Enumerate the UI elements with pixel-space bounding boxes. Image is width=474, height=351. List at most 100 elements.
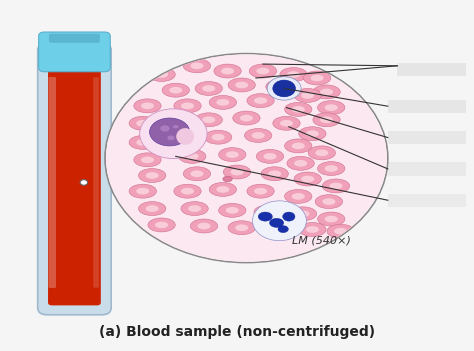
FancyBboxPatch shape <box>38 32 110 72</box>
Ellipse shape <box>315 150 328 156</box>
Ellipse shape <box>270 218 283 227</box>
Ellipse shape <box>173 125 179 128</box>
Ellipse shape <box>289 207 317 221</box>
Ellipse shape <box>306 130 319 137</box>
Ellipse shape <box>167 134 194 148</box>
Circle shape <box>105 54 388 263</box>
Ellipse shape <box>188 205 201 212</box>
Ellipse shape <box>191 219 218 233</box>
Ellipse shape <box>318 101 345 114</box>
Ellipse shape <box>322 179 350 193</box>
Ellipse shape <box>325 165 338 172</box>
Ellipse shape <box>195 113 222 127</box>
FancyBboxPatch shape <box>388 131 465 144</box>
Ellipse shape <box>136 139 149 146</box>
Ellipse shape <box>129 116 156 130</box>
Ellipse shape <box>155 71 168 78</box>
Ellipse shape <box>320 117 333 123</box>
Ellipse shape <box>284 190 312 203</box>
Ellipse shape <box>273 116 300 130</box>
Ellipse shape <box>322 198 336 205</box>
Ellipse shape <box>273 83 286 90</box>
Ellipse shape <box>230 169 244 176</box>
Ellipse shape <box>235 224 248 231</box>
Ellipse shape <box>299 127 326 141</box>
Ellipse shape <box>134 99 161 113</box>
Ellipse shape <box>266 223 293 237</box>
Ellipse shape <box>138 168 166 183</box>
Ellipse shape <box>253 201 306 241</box>
Ellipse shape <box>256 150 283 163</box>
Ellipse shape <box>204 130 232 144</box>
Ellipse shape <box>294 172 321 186</box>
Ellipse shape <box>146 205 159 212</box>
Ellipse shape <box>313 85 340 99</box>
FancyBboxPatch shape <box>388 162 465 176</box>
Ellipse shape <box>249 64 277 78</box>
Ellipse shape <box>191 171 203 177</box>
Ellipse shape <box>209 95 237 110</box>
Ellipse shape <box>320 88 333 95</box>
Ellipse shape <box>252 132 265 139</box>
Ellipse shape <box>228 221 255 235</box>
Ellipse shape <box>202 85 215 92</box>
Ellipse shape <box>148 67 175 81</box>
Ellipse shape <box>278 226 288 233</box>
Ellipse shape <box>292 143 305 149</box>
Ellipse shape <box>254 97 267 104</box>
Ellipse shape <box>266 80 293 94</box>
Text: (a) Blood sample (non-centrifuged): (a) Blood sample (non-centrifuged) <box>99 325 375 339</box>
Ellipse shape <box>226 207 239 214</box>
Ellipse shape <box>211 134 225 140</box>
Ellipse shape <box>287 71 300 78</box>
FancyBboxPatch shape <box>388 100 465 113</box>
Ellipse shape <box>174 137 187 144</box>
FancyBboxPatch shape <box>48 61 101 305</box>
Ellipse shape <box>174 99 201 113</box>
Ellipse shape <box>198 223 210 229</box>
FancyBboxPatch shape <box>397 63 465 76</box>
Ellipse shape <box>280 120 293 127</box>
Ellipse shape <box>223 176 232 182</box>
Ellipse shape <box>294 160 307 167</box>
Ellipse shape <box>233 111 260 125</box>
Ellipse shape <box>318 212 345 226</box>
Circle shape <box>106 54 387 262</box>
Ellipse shape <box>315 195 343 208</box>
Ellipse shape <box>296 211 310 217</box>
Ellipse shape <box>334 228 347 234</box>
Ellipse shape <box>136 188 149 194</box>
Ellipse shape <box>240 115 253 121</box>
Ellipse shape <box>325 104 338 111</box>
Ellipse shape <box>174 184 201 198</box>
Ellipse shape <box>136 120 149 127</box>
Ellipse shape <box>183 167 210 181</box>
Ellipse shape <box>169 87 182 93</box>
Circle shape <box>273 80 295 97</box>
Ellipse shape <box>209 183 237 197</box>
Ellipse shape <box>181 188 194 194</box>
Ellipse shape <box>134 153 161 167</box>
Ellipse shape <box>325 216 338 223</box>
Ellipse shape <box>247 184 274 198</box>
Ellipse shape <box>221 68 234 74</box>
Ellipse shape <box>268 171 281 177</box>
Ellipse shape <box>162 83 190 97</box>
FancyBboxPatch shape <box>37 43 111 315</box>
Ellipse shape <box>299 223 326 237</box>
Ellipse shape <box>195 81 222 95</box>
Ellipse shape <box>313 113 340 127</box>
FancyBboxPatch shape <box>93 77 99 287</box>
Ellipse shape <box>303 71 331 85</box>
Ellipse shape <box>216 186 229 193</box>
FancyBboxPatch shape <box>48 77 56 288</box>
FancyBboxPatch shape <box>388 194 465 207</box>
Ellipse shape <box>294 88 321 102</box>
Ellipse shape <box>148 218 175 232</box>
Ellipse shape <box>235 82 248 88</box>
Ellipse shape <box>245 128 272 143</box>
Ellipse shape <box>150 118 190 146</box>
Ellipse shape <box>155 221 168 228</box>
Ellipse shape <box>284 139 312 153</box>
Ellipse shape <box>183 59 210 73</box>
